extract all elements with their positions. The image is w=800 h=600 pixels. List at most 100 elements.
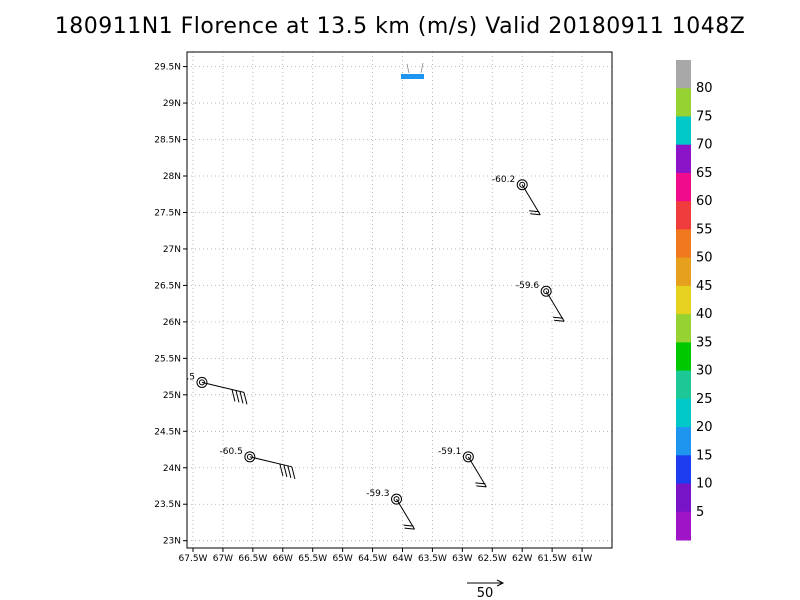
legend-swatch xyxy=(676,398,691,428)
legend-label: 55 xyxy=(696,222,713,237)
barb-shaft xyxy=(545,290,565,322)
wind-barb-station: .5 xyxy=(186,372,248,405)
legend-label: 35 xyxy=(696,335,713,350)
barb-feather xyxy=(239,391,244,404)
barb-feather xyxy=(279,463,284,476)
lon-tick-label: 61W xyxy=(572,554,592,564)
legend-label: 45 xyxy=(696,279,713,294)
station-inner-ring xyxy=(519,181,526,188)
lon-tick-label: 62W xyxy=(512,554,532,564)
lat-tick-label: 26N xyxy=(163,318,181,328)
barb-feather xyxy=(287,465,292,478)
lat-tick-label: 28N xyxy=(163,172,181,182)
station-outer-ring xyxy=(462,451,474,463)
barb-shaft xyxy=(396,498,415,530)
pressure-label: -59.1 xyxy=(438,447,461,457)
barb-shaft xyxy=(201,381,245,393)
color-legend: 80 75 70 65 60 55 50 45 40 35 30 25 20 15 10 5 xyxy=(676,60,713,541)
lon-tick-label: 64.5W xyxy=(358,554,387,564)
barb-feather xyxy=(235,390,240,403)
legend-label: 30 xyxy=(696,364,713,379)
station-outer-ring xyxy=(244,451,256,463)
top-marker xyxy=(401,62,424,79)
barb-feather xyxy=(553,316,564,319)
station-inner-ring xyxy=(393,496,400,503)
lon-tick-label: 67.5W xyxy=(179,554,208,564)
lon-tick-label: 65.5W xyxy=(298,554,327,564)
legend-swatch xyxy=(676,427,691,456)
lat-tick-label: 25.5N xyxy=(154,354,181,364)
grid-lines xyxy=(187,52,612,548)
barb-feather xyxy=(554,319,565,322)
legend-label: 50 xyxy=(696,251,713,266)
legend-swatch xyxy=(676,229,691,259)
legend-swatch xyxy=(676,285,691,315)
legend-swatch xyxy=(676,455,691,485)
wind-barb-station: -60.5 xyxy=(220,447,296,479)
station-outer-ring xyxy=(516,179,528,191)
axis-ticks: 67.5W 67W 66.5W 66W 65.5W 65W 64.5W 64W 63.5W 63W… xyxy=(154,63,592,564)
lat-tick-label: 23N xyxy=(163,537,181,547)
barb-feather xyxy=(243,392,248,405)
lat-tick-label: 29N xyxy=(163,99,181,109)
legend-label: 15 xyxy=(696,448,713,463)
station-outer-ring xyxy=(196,376,208,388)
legend-swatch xyxy=(676,60,691,89)
lon-tick-label: 63W xyxy=(452,554,472,564)
legend-swatch xyxy=(676,370,691,400)
legend-label: 10 xyxy=(696,477,713,492)
barb-shaft xyxy=(467,456,487,488)
lat-tick-label: 23.5N xyxy=(154,500,181,510)
lat-tick-label: 27N xyxy=(163,245,181,255)
station-inner-ring xyxy=(543,288,550,295)
station-inner-ring xyxy=(465,453,472,460)
wind-barb-station: -59.3 xyxy=(366,489,415,530)
wind-barb-station: -60.2 xyxy=(492,175,541,216)
pressure-label: -59.3 xyxy=(366,489,389,499)
legend-label: 5 xyxy=(696,505,704,520)
map-frame xyxy=(186,51,613,549)
pressure-label: -60.5 xyxy=(220,447,243,457)
lon-tick-label: 66.5W xyxy=(238,554,267,564)
barb-shaft xyxy=(249,456,292,468)
reference-vector-label: 50 xyxy=(477,586,494,600)
legend-swatch xyxy=(676,257,691,287)
lon-tick-label: 61.5W xyxy=(538,554,567,564)
legend-swatch xyxy=(676,144,691,174)
station-inner-ring xyxy=(198,379,205,386)
lat-tick-label: 24N xyxy=(163,464,181,474)
lon-tick-label: 64W xyxy=(392,554,412,564)
legend-swatch xyxy=(676,201,691,230)
wind-observations: .5 -60.5 -59.3 -59.1 -59.6 -60.2 xyxy=(186,175,565,530)
lat-tick-label: 26.5N xyxy=(154,281,181,291)
legend-label: 20 xyxy=(696,420,713,435)
pressure-label: -60.2 xyxy=(492,175,515,185)
lon-tick-label: 66W xyxy=(273,554,293,564)
barb-feather xyxy=(283,464,288,477)
legend-label: 25 xyxy=(696,392,713,407)
legend-label: 70 xyxy=(696,138,713,153)
legend-swatch xyxy=(676,483,691,513)
barb-feather xyxy=(475,482,486,485)
lat-tick-label: 25N xyxy=(163,391,181,401)
pressure-label: .5 xyxy=(186,372,195,382)
barb-feather xyxy=(529,210,540,213)
legend-swatch xyxy=(676,88,691,117)
legend-swatch xyxy=(676,342,691,372)
wind-barb-station: -59.1 xyxy=(438,447,487,488)
reference-vector: 50 xyxy=(467,579,505,600)
barb-feather xyxy=(403,524,414,527)
legend-swatch xyxy=(676,172,691,202)
legend-label: 40 xyxy=(696,307,713,322)
legend-swatch xyxy=(676,314,691,343)
legend-label: 60 xyxy=(696,194,713,209)
barb-feather xyxy=(291,466,296,479)
legend-label: 75 xyxy=(696,109,713,124)
chart-title: 180911N1 Florence at 13.5 km (m/s) Valid… xyxy=(54,14,746,39)
lat-tick-label: 28.5N xyxy=(154,136,181,146)
legend-label: 80 xyxy=(696,81,713,96)
lat-tick-label: 27.5N xyxy=(154,208,181,218)
barb-feather xyxy=(530,213,541,216)
lon-tick-label: 62.5W xyxy=(478,554,507,564)
